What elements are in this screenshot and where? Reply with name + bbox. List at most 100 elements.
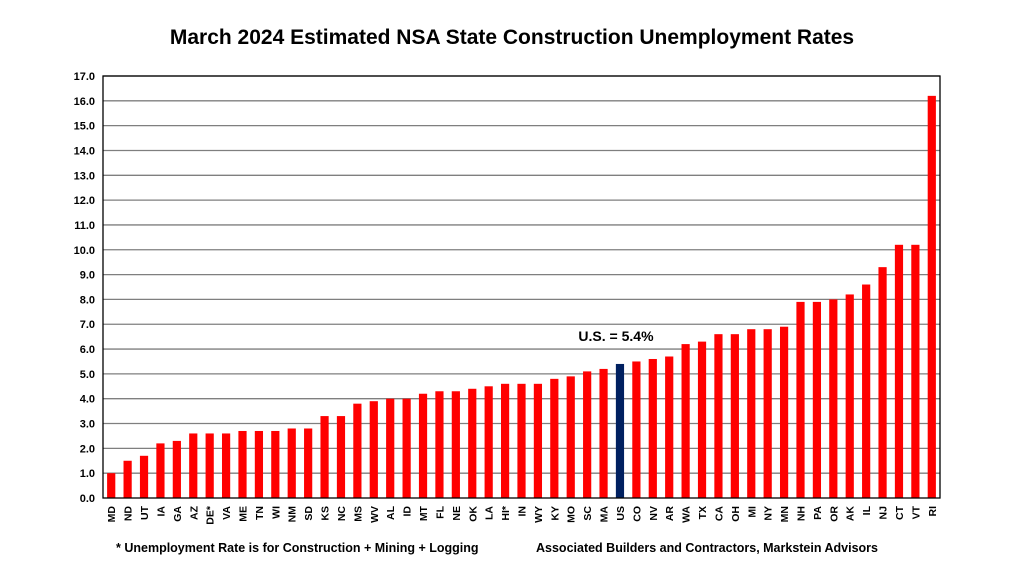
bar-ct [894, 244, 904, 498]
bar-mn [779, 326, 789, 498]
x-tick-label: NM [287, 506, 299, 523]
x-tick-label: PA [812, 506, 824, 520]
bar-mo [566, 376, 575, 498]
bar-tx [697, 341, 707, 498]
bar-ak [845, 294, 854, 498]
bar-co [632, 361, 641, 498]
bar-ga [172, 440, 181, 498]
y-tick-label: 9.0 [80, 270, 95, 282]
y-tick-label: 13.0 [74, 170, 95, 182]
x-tick-label: AL [385, 505, 397, 520]
bar-mi [747, 329, 756, 498]
source-note: Associated Builders and Contractors, Mar… [536, 541, 878, 555]
bar-wy [533, 383, 543, 498]
bar-ks [320, 416, 329, 498]
bar-wa [681, 344, 690, 498]
bar-id [402, 398, 411, 498]
y-tick-label: 12.0 [74, 195, 95, 207]
y-tick-label: 3.0 [80, 419, 95, 431]
x-tick-label: NY [763, 506, 775, 521]
x-tick-label: GA [172, 506, 184, 522]
x-tick-label: TX [697, 506, 709, 519]
x-tick-label: FL [434, 505, 446, 518]
x-tick-label: IN [517, 506, 529, 517]
y-tick-label: 11.0 [74, 220, 95, 232]
bar-ri [927, 95, 936, 498]
bar-wi [271, 430, 280, 498]
x-tick-label: MT [418, 505, 430, 521]
bar-ok [468, 388, 477, 498]
y-tick-label: 14.0 [74, 145, 95, 157]
chart-title: March 2024 Estimated NSA State Construct… [169, 26, 855, 49]
x-tick-label: NV [648, 506, 660, 521]
x-tick-label: ID [402, 506, 414, 517]
bar-nv [648, 358, 657, 498]
bar-vt [911, 244, 920, 498]
x-tick-label: IA [155, 506, 167, 517]
x-tick-label: HI* [500, 505, 512, 520]
bar-me [238, 430, 247, 498]
x-tick-label: MS [352, 506, 364, 522]
x-tick-label: NE [451, 506, 463, 521]
x-tick-label: TN [254, 506, 266, 520]
x-tick-label: WI [270, 506, 282, 519]
x-tick-label: WA [681, 506, 693, 523]
bar-nd [123, 460, 132, 498]
y-tick-label: 5.0 [80, 369, 95, 381]
x-tick-label: OH [730, 506, 742, 522]
bar-in [517, 383, 526, 498]
x-tick-label: VT [910, 505, 922, 519]
footnote: * Unemployment Rate is for Construction … [116, 541, 479, 555]
bar-pa [812, 301, 822, 498]
x-tick-label: CA [713, 506, 725, 522]
y-tick-label: 6.0 [80, 344, 95, 356]
x-tick-label: VA [221, 506, 233, 520]
bar-md [107, 473, 116, 498]
x-tick-label: OK [467, 506, 479, 522]
x-tick-label: WV [369, 506, 381, 523]
x-tick-label: DE* [205, 505, 217, 525]
x-tick-label: NH [796, 506, 808, 521]
bar-al [386, 398, 395, 498]
x-tick-label: MD [106, 506, 118, 523]
y-tick-label: 0.0 [80, 493, 95, 505]
x-tick-label: MO [566, 506, 578, 523]
x-tick-label: CO [631, 506, 643, 522]
bar-ut [139, 455, 149, 498]
bar-us [615, 363, 625, 498]
x-tick-label: NC [336, 506, 348, 522]
bar-va [221, 433, 231, 498]
y-tick-label: 17.0 [74, 71, 95, 83]
x-tick-label: OR [828, 506, 840, 522]
bar-ar [665, 356, 674, 498]
bar-wv [369, 401, 378, 498]
y-tick-label: 16.0 [74, 96, 95, 108]
bar-oh [730, 334, 739, 498]
x-tick-label: MI [746, 506, 758, 518]
bar-sd [304, 428, 313, 498]
bar-mt [418, 393, 428, 498]
x-tick-label: ME [238, 506, 250, 522]
x-tick-label: SC [582, 506, 594, 521]
bar-or [829, 299, 838, 498]
x-tick-label: RI [927, 506, 939, 517]
bar-ca [714, 334, 723, 498]
x-tick-label: MN [779, 506, 791, 522]
bar-tn [254, 430, 264, 498]
x-tick-label: LA [484, 506, 496, 520]
x-tick-label: KY [549, 506, 561, 521]
x-tick-label: SD [303, 506, 315, 521]
y-tick-label: 2.0 [80, 443, 95, 455]
bar-ny [763, 329, 772, 498]
x-tick-label: AK [845, 506, 857, 522]
bar-nm [287, 428, 296, 498]
x-tick-label: WY [533, 506, 545, 523]
y-tick-label: 1.0 [80, 468, 95, 480]
bar-il [862, 284, 871, 498]
bar-sc [583, 371, 592, 498]
x-tick-label: AR [664, 506, 676, 522]
y-tick-label: 8.0 [80, 294, 95, 306]
bar-la [484, 386, 493, 498]
us-annotation: U.S. = 5.4% [578, 328, 654, 344]
